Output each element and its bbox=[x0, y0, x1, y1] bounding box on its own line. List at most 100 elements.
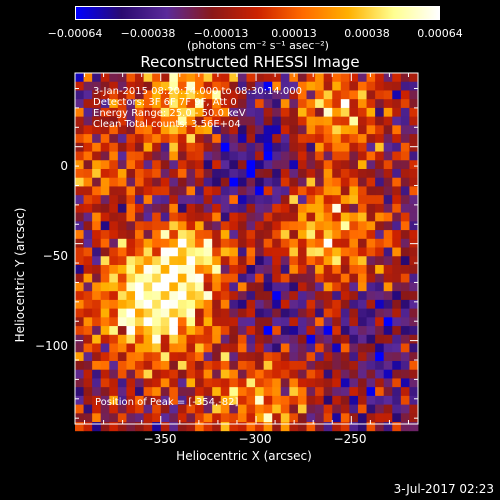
heatmap-cell bbox=[366, 221, 376, 231]
heatmap-cell bbox=[237, 308, 247, 318]
heatmap-cell bbox=[195, 413, 205, 423]
heatmap-cell bbox=[306, 221, 316, 231]
heatmap-cell bbox=[297, 291, 307, 301]
heatmap-cell bbox=[135, 334, 145, 344]
heatmap-cell bbox=[83, 334, 93, 344]
heatmap-cell bbox=[237, 256, 247, 266]
heatmap-cell bbox=[100, 256, 110, 266]
heatmap-cell bbox=[349, 326, 359, 336]
heatmap-cell bbox=[349, 282, 359, 292]
heatmap-cell bbox=[186, 160, 196, 170]
heatmap-cell bbox=[212, 422, 222, 432]
heatmap-cell bbox=[323, 247, 333, 257]
heatmap-cell bbox=[332, 317, 342, 327]
heatmap-cell bbox=[297, 352, 307, 362]
heatmap-cell bbox=[400, 203, 410, 214]
heatmap-cell bbox=[349, 317, 359, 327]
heatmap-cell bbox=[169, 352, 179, 362]
heatmap-cell bbox=[169, 230, 179, 240]
heatmap-cell bbox=[117, 413, 127, 423]
heatmap-cell bbox=[177, 212, 187, 222]
heatmap-cell bbox=[315, 282, 325, 292]
heatmap-cell bbox=[117, 360, 127, 371]
heatmap-cell bbox=[109, 134, 119, 144]
heatmap-cell bbox=[392, 221, 402, 231]
heatmap-cell bbox=[340, 422, 350, 432]
heatmap-cell bbox=[83, 291, 93, 301]
heatmap-cell bbox=[75, 125, 84, 135]
heatmap-cell bbox=[220, 212, 230, 222]
heatmap-cell bbox=[323, 73, 333, 83]
heatmap-cell bbox=[366, 107, 376, 118]
heatmap-cell bbox=[315, 308, 325, 318]
heatmap-cell bbox=[126, 387, 136, 397]
heatmap-cell bbox=[349, 195, 359, 205]
heatmap-cell bbox=[177, 195, 187, 205]
heatmap-cell bbox=[340, 334, 350, 344]
heatmap-cell bbox=[220, 326, 230, 336]
heatmap-cell bbox=[400, 299, 410, 310]
heatmap-cell bbox=[255, 168, 265, 179]
heatmap-cell bbox=[272, 413, 282, 423]
heatmap-cell bbox=[289, 334, 299, 344]
heatmap-cell bbox=[160, 273, 170, 283]
heatmap-cell bbox=[357, 81, 367, 91]
heatmap-cell bbox=[177, 73, 187, 83]
heatmap-cell bbox=[289, 247, 299, 257]
heatmap-cell bbox=[255, 308, 265, 318]
heatmap-cell bbox=[177, 168, 187, 179]
heatmap-cell bbox=[135, 99, 145, 109]
heatmap-cell bbox=[383, 334, 393, 344]
heatmap-cell bbox=[92, 404, 102, 414]
heatmap-cell bbox=[357, 317, 367, 327]
heatmap-cell bbox=[357, 107, 367, 118]
heatmap-cell bbox=[323, 195, 333, 205]
heatmap-cell bbox=[212, 360, 222, 371]
heatmap-cell bbox=[289, 256, 299, 266]
heatmap-cell bbox=[340, 203, 350, 214]
heatmap-cell bbox=[83, 73, 93, 83]
heatmap-cell bbox=[126, 343, 136, 353]
heatmap-cell bbox=[100, 352, 110, 362]
heatmap-cell bbox=[126, 168, 136, 179]
heatmap-cell bbox=[409, 299, 419, 310]
heatmap-cell bbox=[135, 107, 145, 118]
heatmap-cell bbox=[297, 168, 307, 179]
heatmap-cell bbox=[135, 343, 145, 353]
heatmap-cell bbox=[203, 230, 213, 240]
heatmap-cell bbox=[297, 195, 307, 205]
heatmap-cell bbox=[306, 134, 316, 144]
heatmap-cell bbox=[306, 230, 316, 240]
heatmap-cell bbox=[220, 125, 230, 135]
heatmap-cell bbox=[246, 186, 256, 196]
heatmap-cell bbox=[100, 343, 110, 353]
heatmap-cell bbox=[203, 352, 213, 362]
x-tick-label: −250 bbox=[333, 432, 367, 446]
heatmap-cell bbox=[203, 360, 213, 371]
heatmap-cell bbox=[400, 168, 410, 179]
heatmap-cell bbox=[366, 116, 376, 126]
heatmap-cell bbox=[349, 73, 359, 83]
heatmap-cell bbox=[400, 395, 410, 406]
heatmap-cell bbox=[332, 134, 342, 144]
heatmap-cell bbox=[203, 334, 213, 344]
heatmap-cell bbox=[297, 256, 307, 266]
heatmap-cell bbox=[340, 387, 350, 397]
heatmap-cell bbox=[315, 360, 325, 371]
heatmap-cell bbox=[375, 151, 385, 161]
heatmap-cell bbox=[357, 343, 367, 353]
heatmap-cell bbox=[306, 352, 316, 362]
heatmap-cell bbox=[246, 273, 256, 283]
heatmap-cell bbox=[289, 212, 299, 222]
heatmap-cell bbox=[315, 99, 325, 109]
heatmap-cell bbox=[392, 99, 402, 109]
heatmap-cell bbox=[272, 378, 282, 388]
heatmap-cell bbox=[237, 378, 247, 388]
heatmap-cell bbox=[177, 326, 187, 336]
heatmap-cell bbox=[409, 116, 419, 126]
heatmap-cell bbox=[255, 299, 265, 310]
heatmap-cell bbox=[212, 352, 222, 362]
heatmap-cell bbox=[135, 203, 145, 214]
heatmap-cell bbox=[263, 273, 273, 283]
heatmap-cell bbox=[332, 291, 342, 301]
